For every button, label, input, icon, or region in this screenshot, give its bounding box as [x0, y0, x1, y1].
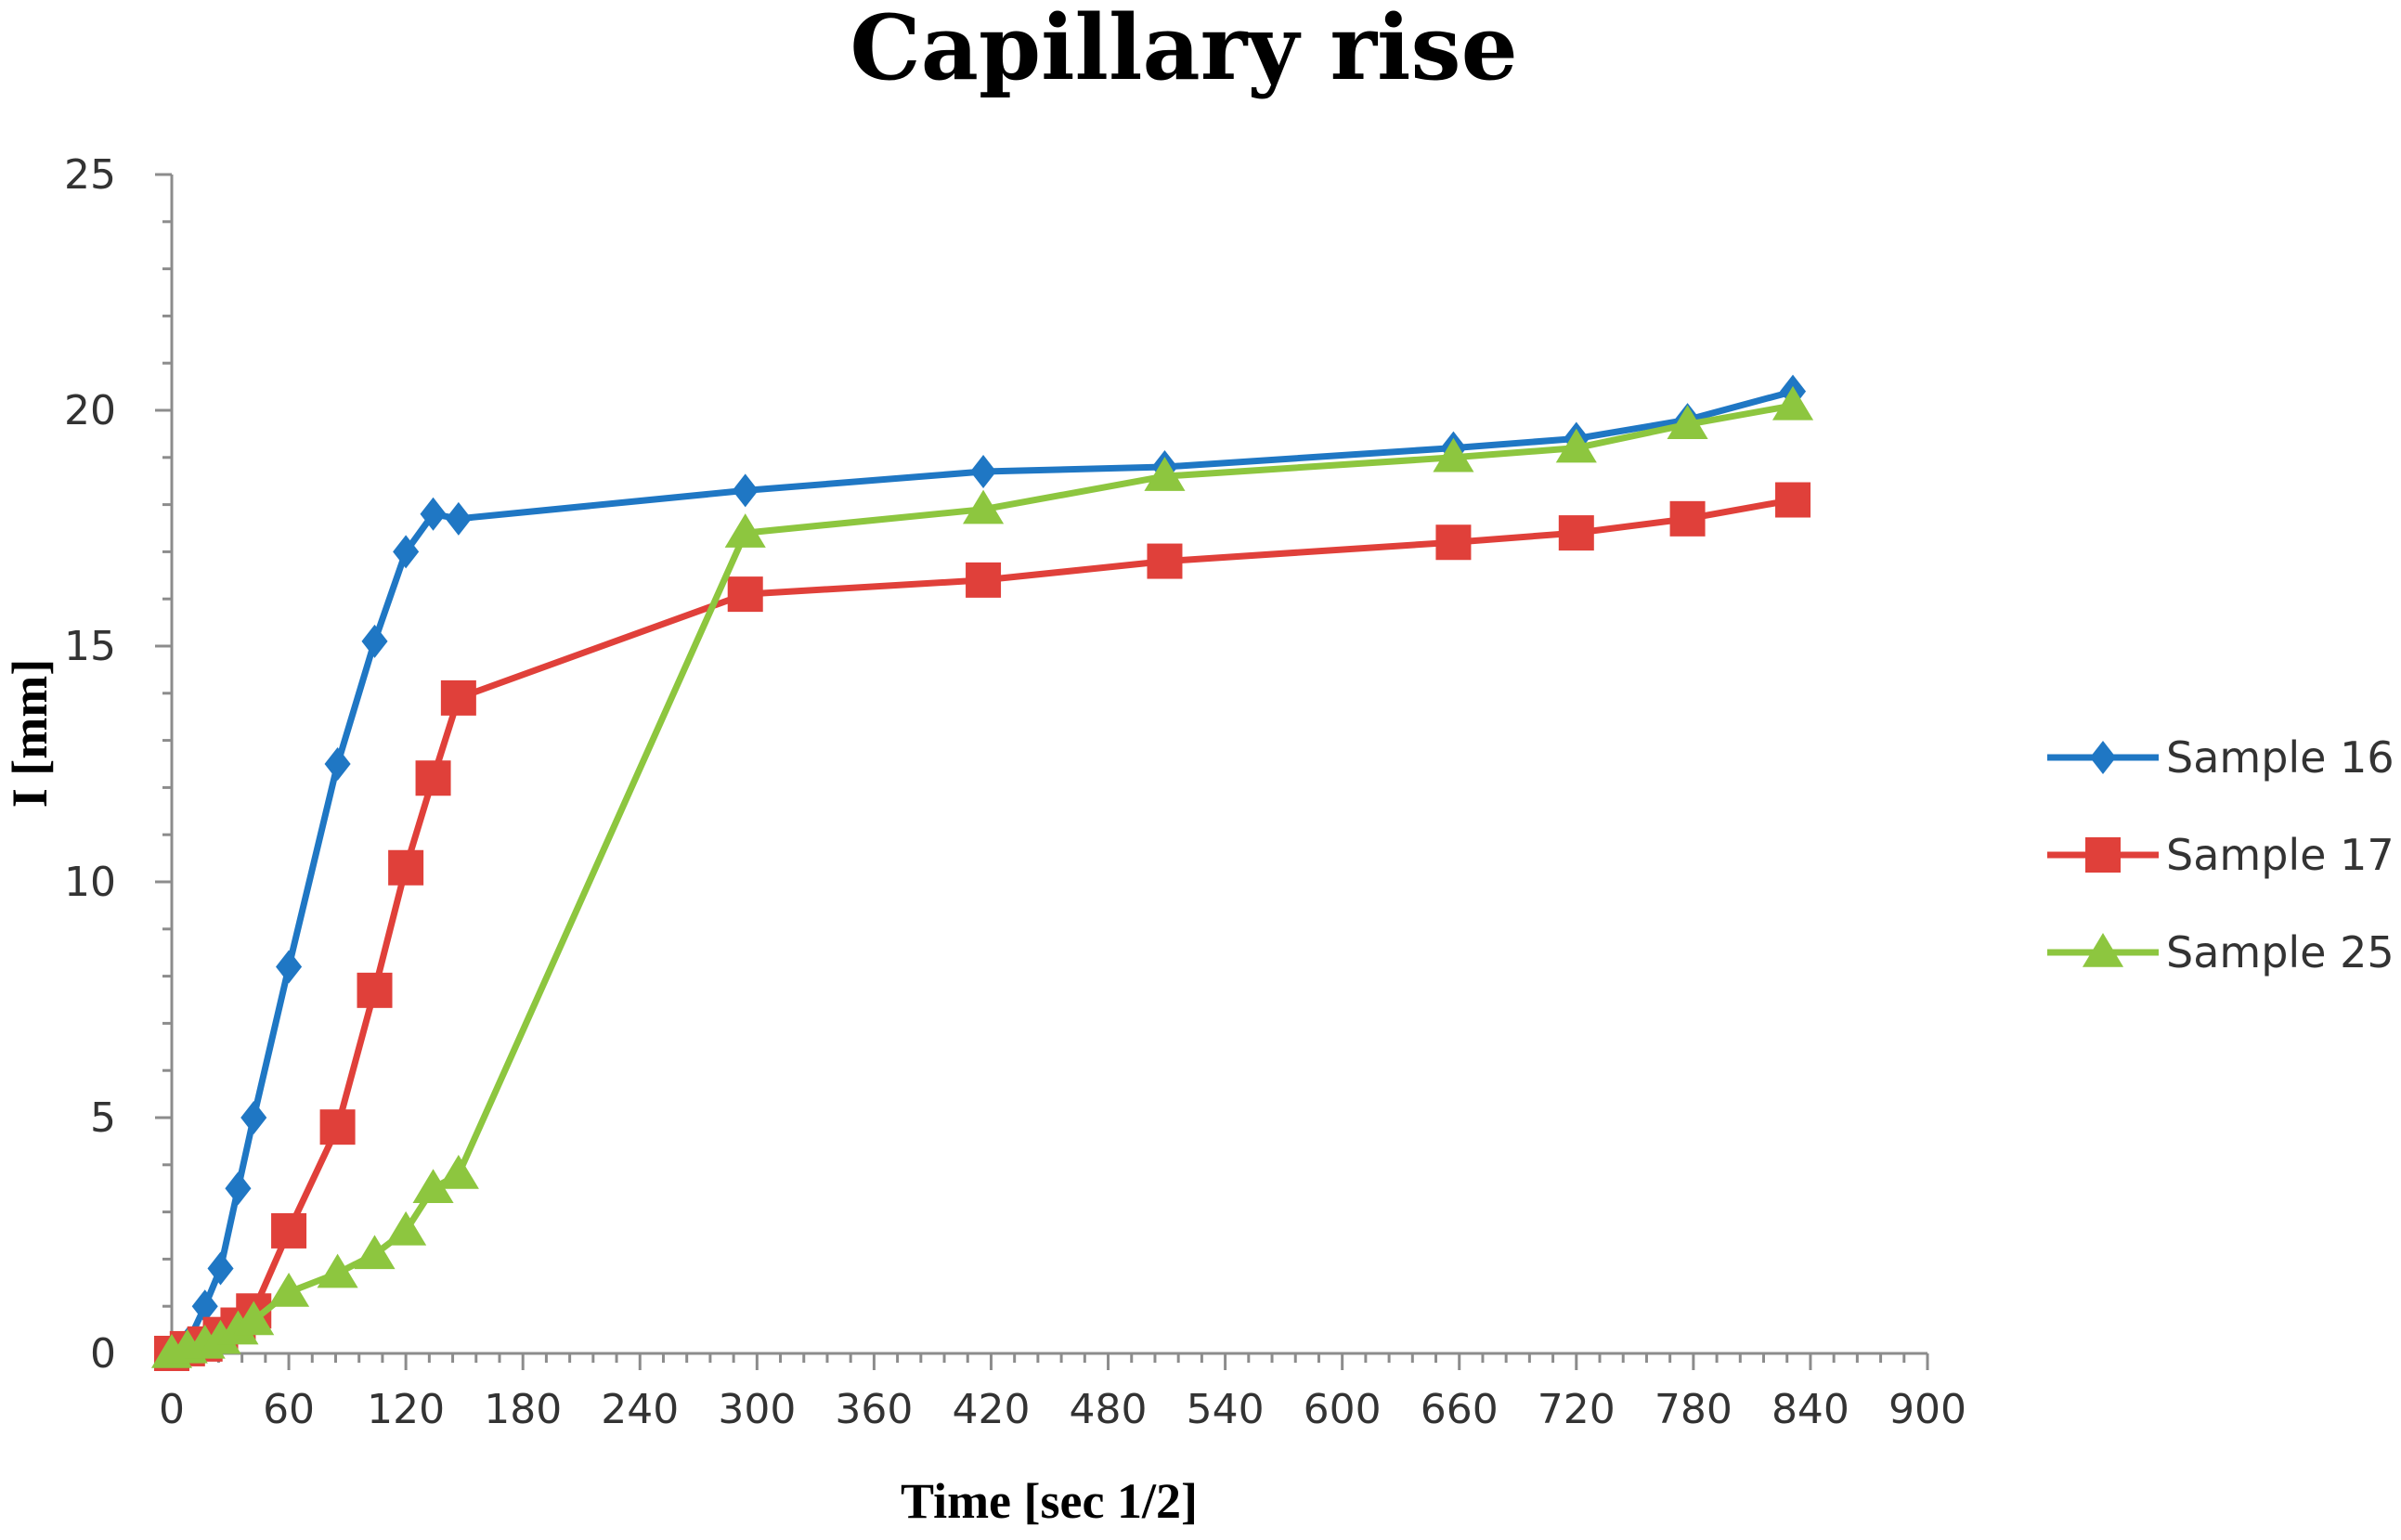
- x-tick-label: 780: [1655, 1386, 1733, 1433]
- x-tick-label: 540: [1187, 1386, 1265, 1433]
- legend-marker-diamond: [2089, 741, 2117, 774]
- x-tick-label: 240: [601, 1386, 679, 1433]
- legend-marker-triangle: [2082, 933, 2124, 967]
- y-tick-label: 20: [64, 387, 116, 434]
- x-tick-label: 420: [952, 1386, 1030, 1433]
- x-tick-label: 660: [1421, 1386, 1499, 1433]
- data-point-sample-17: [440, 679, 476, 716]
- data-point-sample-16: [324, 747, 351, 781]
- x-tick-label: 60: [263, 1386, 315, 1433]
- data-point-sample-17: [1435, 524, 1472, 561]
- data-point-sample-25: [1144, 457, 1186, 491]
- data-point-sample-25: [412, 1169, 454, 1203]
- x-tick-label: 900: [1888, 1386, 1966, 1433]
- y-axis-title: I [mm]: [2, 659, 58, 808]
- x-tick-label: 300: [718, 1386, 796, 1433]
- x-tick-label: 360: [835, 1386, 913, 1433]
- data-point-sample-16: [970, 455, 997, 489]
- data-point-sample-17: [1558, 515, 1594, 551]
- legend: Sample 16 Sample 17 Sample 25: [2047, 732, 2395, 977]
- y-tick-label: 0: [90, 1330, 116, 1378]
- legend-item-sample-25: Sample 25: [2047, 927, 2395, 977]
- legend-item-sample-16: Sample 16: [2047, 732, 2395, 783]
- series-line-sample-17: [170, 497, 1794, 1357]
- x-tick-label: 120: [367, 1386, 445, 1433]
- data-point-sample-16: [240, 1101, 267, 1134]
- legend-label: Sample 25: [2166, 927, 2395, 977]
- x-tick-label: 0: [159, 1386, 185, 1433]
- x-tick-label: 840: [1772, 1386, 1849, 1433]
- x-tick-label: 720: [1538, 1386, 1616, 1433]
- data-point-sample-25: [1433, 437, 1474, 472]
- x-tick-label: 180: [484, 1386, 562, 1433]
- data-point-sample-25: [1667, 405, 1708, 439]
- data-point-sample-16: [732, 473, 759, 508]
- y-tick-label: 15: [64, 623, 116, 670]
- legend-label: Sample 17: [2166, 830, 2395, 880]
- data-point-sample-16: [420, 497, 447, 531]
- y-tick-label: 10: [64, 859, 116, 906]
- data-point-sample-25: [200, 1319, 241, 1354]
- series-layer: [150, 374, 1814, 1371]
- x-axis-title: Time [sec 1/2]: [901, 1473, 1198, 1529]
- data-point-sample-25: [233, 1301, 275, 1336]
- data-point-sample-17: [966, 562, 1002, 598]
- data-point-sample-16: [207, 1251, 234, 1286]
- y-tick-label: 5: [90, 1094, 116, 1142]
- x-tick-label: 480: [1070, 1386, 1148, 1433]
- series-sample-25: [150, 385, 1814, 1368]
- x-tick-label: 600: [1304, 1386, 1382, 1433]
- data-point-sample-17: [388, 849, 424, 886]
- data-point-sample-17: [271, 1212, 307, 1249]
- y-tick-label: 25: [64, 151, 116, 199]
- data-point-sample-17: [1147, 543, 1183, 579]
- data-point-sample-25: [354, 1235, 396, 1270]
- data-point-sample-25: [963, 489, 1005, 524]
- chart-title: Capillary rise: [850, 0, 1517, 100]
- data-point-sample-17: [1775, 482, 1811, 518]
- data-point-sample-25: [385, 1210, 427, 1246]
- data-point-sample-17: [1669, 500, 1706, 537]
- data-point-sample-25: [1555, 428, 1597, 463]
- data-point-sample-16: [276, 950, 303, 984]
- data-point-sample-25: [268, 1272, 310, 1307]
- data-point-sample-17: [319, 1109, 356, 1145]
- data-point-sample-25: [1772, 385, 1814, 421]
- data-point-sample-16: [361, 624, 388, 658]
- data-point-sample-17: [357, 972, 393, 1008]
- data-point-sample-16: [445, 501, 472, 536]
- legend-label: Sample 16: [2166, 732, 2395, 783]
- data-point-sample-25: [317, 1253, 358, 1288]
- data-point-sample-16: [191, 1289, 218, 1324]
- legend-marker-square: [2085, 837, 2121, 873]
- data-point-sample-17: [727, 576, 763, 613]
- data-point-sample-25: [724, 513, 766, 548]
- data-point-sample-17: [415, 760, 451, 796]
- axis-ticks: 0 5 10 15 20 25 0 60 120 180 240 300 360 420 480 540 600…: [64, 151, 1966, 1433]
- axes: [170, 175, 1927, 1355]
- data-point-sample-16: [225, 1171, 252, 1206]
- data-point-sample-25: [437, 1154, 479, 1189]
- data-point-sample-16: [393, 535, 420, 569]
- legend-item-sample-17: Sample 17: [2047, 830, 2395, 880]
